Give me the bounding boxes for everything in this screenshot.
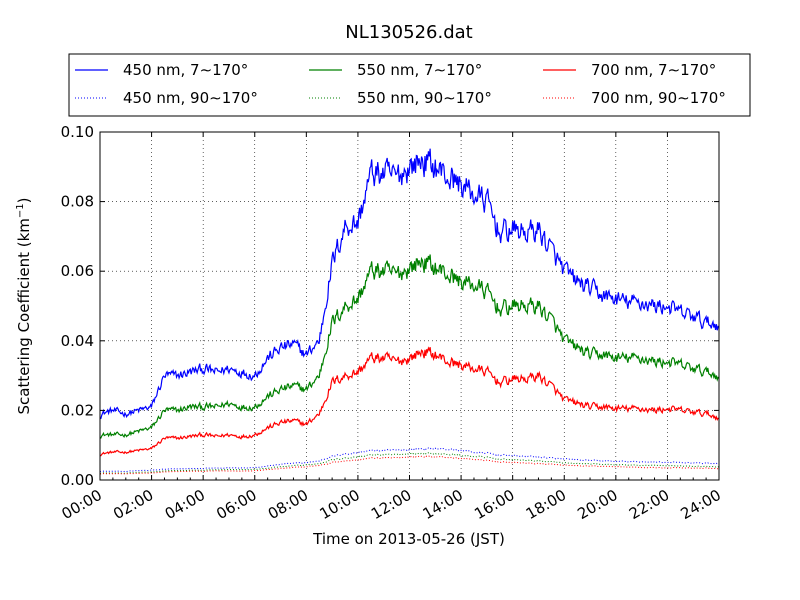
series-lines: [99, 148, 720, 475]
chart-title: NL130526.dat: [345, 22, 472, 43]
legend-box: [68, 53, 751, 117]
legend: 450 nm, 7∼170° 550 nm, 7∼170° 700 nm, 7∼17…: [68, 53, 751, 117]
legend-label: 550 nm, 90∼170°: [357, 89, 492, 107]
series-line: [99, 346, 720, 457]
series-line: [99, 254, 720, 439]
y-tick-label: 0.02: [61, 401, 94, 419]
series-line: [99, 148, 720, 420]
y-tick-label: 0.10: [61, 123, 94, 141]
legend-label: 550 nm, 7∼170°: [357, 61, 482, 79]
legend-label: 450 nm, 90∼170°: [123, 89, 258, 107]
y-tick-label: 0.06: [61, 262, 94, 280]
y-tick-label: 0.04: [61, 332, 94, 350]
series-line: [100, 447, 719, 473]
y-axis-label-main: Scattering Coefficient (km: [15, 218, 33, 414]
legend-label: 700 nm, 7∼170°: [591, 61, 716, 79]
y-tick-label: 0.08: [61, 193, 94, 211]
y-axis-label-close: ): [15, 197, 33, 203]
legend-label: 700 nm, 90∼170°: [591, 89, 726, 107]
y-axis-ticks: 0.00 0.02 0.04 0.06 0.08 0.10: [61, 123, 719, 489]
legend-label: 450 nm, 7∼170°: [123, 61, 248, 79]
y-axis-label-superscript: −1: [15, 203, 26, 218]
y-tick-label: 0.00: [61, 471, 94, 489]
y-axis-label: Scattering Coefficient (km−1): [15, 197, 33, 414]
x-axis-label: Time on 2013-05-26 (JST): [312, 530, 505, 548]
